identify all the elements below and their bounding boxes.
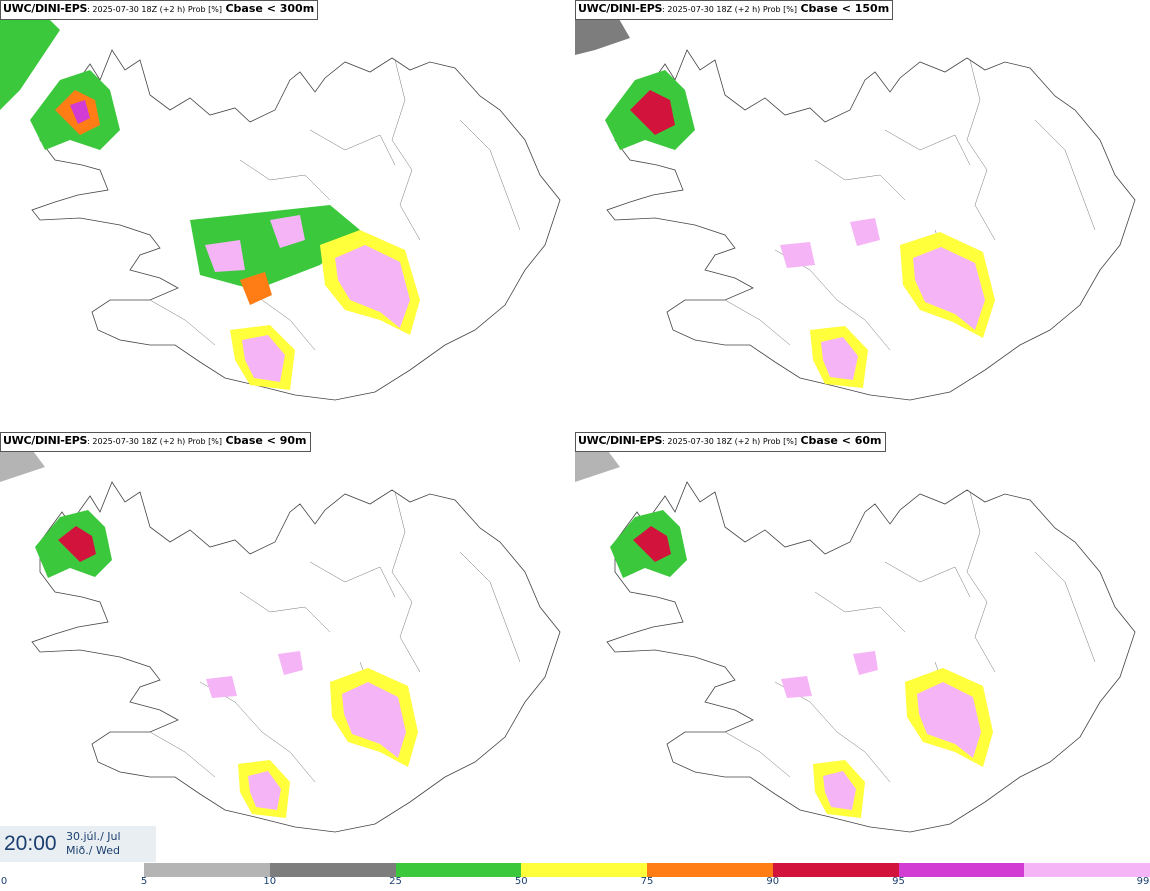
model-name: UWC/DINI-EPS (578, 434, 663, 447)
map-panel-4: UWC/DINI-EPS: 2025-07-30 18Z (+2 h) Prob… (575, 432, 1150, 864)
colorbar-segment (898, 863, 1025, 877)
valid-time: 20:00 (4, 832, 57, 855)
map-panel-1: UWC/DINI-EPS: 2025-07-30 18Z (+2 h) Prob… (0, 0, 575, 432)
run-info: : 2025-07-30 18Z (+2 h) Prob [%] (662, 5, 797, 14)
panel-title: UWC/DINI-EPS: 2025-07-30 18Z (+2 h) Prob… (0, 432, 311, 452)
colorbar-segment (269, 863, 396, 877)
panel-title: UWC/DINI-EPS: 2025-07-30 18Z (+2 h) Prob… (575, 432, 886, 452)
iceland-map (0, 447, 561, 833)
valid-time-box: 20:00 30.júl./ Jul Mið./ Wed (0, 826, 156, 862)
map-panel-2: UWC/DINI-EPS: 2025-07-30 18Z (+2 h) Prob… (575, 0, 1150, 432)
threshold-label: Cbase < 300m (225, 2, 315, 15)
colorbar-tick-label: 25 (389, 876, 402, 887)
threshold-label: Cbase < 90m (225, 434, 307, 447)
colorbar-tick-label: 99 (1136, 876, 1150, 887)
iceland-map (575, 447, 1136, 833)
colorbar-segment (1024, 863, 1150, 877)
model-name: UWC/DINI-EPS (578, 2, 663, 15)
colorbar-tick-label: 90 (766, 876, 780, 887)
valid-date: 30.júl./ Jul Mið./ Wed (66, 830, 121, 858)
date-line-1: 30.júl./ Jul (66, 830, 121, 843)
iceland-map (575, 12, 1136, 401)
colorbar-tick-label: 95 (892, 876, 905, 887)
threshold-label: Cbase < 60m (800, 434, 882, 447)
colorbar-segment (144, 863, 270, 877)
colorbar-tick-label: 10 (263, 876, 277, 887)
colorbar-ticks: 0 5 10 25 50 75 90 95 99 (0, 876, 1150, 890)
run-info: : 2025-07-30 18Z (+2 h) Prob [%] (662, 437, 797, 446)
iceland-map (0, 10, 561, 401)
colorbar-segment (395, 863, 522, 877)
colorbar-tick-label: 75 (640, 876, 654, 887)
colorbar-tick-label: 50 (514, 876, 528, 887)
run-info: : 2025-07-30 18Z (+2 h) Prob [%] (87, 5, 222, 14)
model-name: UWC/DINI-EPS (3, 434, 88, 447)
colorbar-tick-label: 0 (0, 876, 8, 887)
colorbar-segment (647, 863, 773, 877)
date-line-2: Mið./ Wed (66, 844, 120, 857)
panel-title: UWC/DINI-EPS: 2025-07-30 18Z (+2 h) Prob… (0, 0, 319, 20)
probability-colorbar (144, 863, 1150, 877)
colorbar-tick-label: 5 (140, 876, 148, 887)
map-panel-3: UWC/DINI-EPS: 2025-07-30 18Z (+2 h) Prob… (0, 432, 575, 864)
threshold-label: Cbase < 150m (800, 2, 890, 15)
colorbar-segment (772, 863, 899, 877)
model-name: UWC/DINI-EPS (3, 2, 88, 15)
panel-title: UWC/DINI-EPS: 2025-07-30 18Z (+2 h) Prob… (575, 0, 894, 20)
colorbar-segment (521, 863, 647, 877)
run-info: : 2025-07-30 18Z (+2 h) Prob [%] (87, 437, 222, 446)
